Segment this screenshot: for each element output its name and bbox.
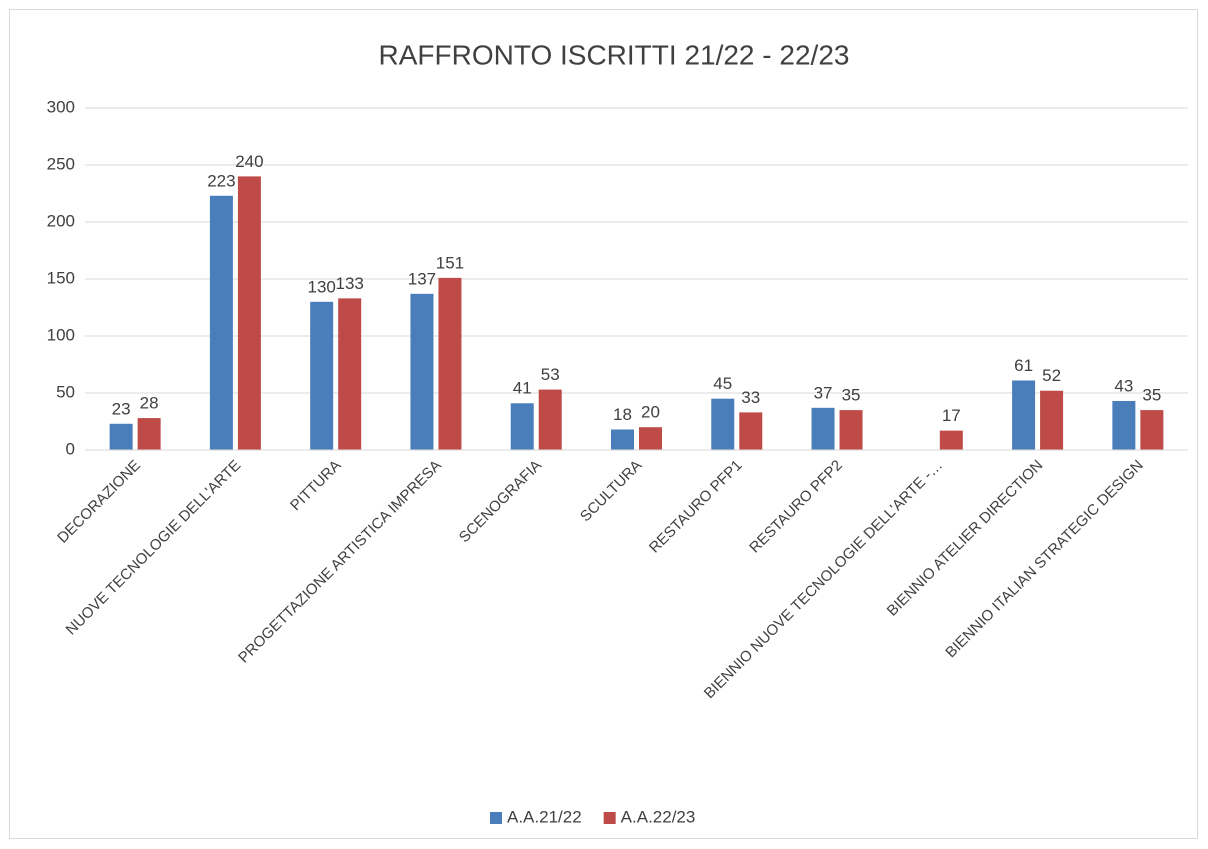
data-label: 45 (713, 374, 732, 393)
bar (939, 430, 963, 450)
data-label: 41 (513, 379, 532, 398)
data-label: 223 (207, 171, 235, 190)
y-tick-label: 300 (47, 97, 75, 116)
bar (209, 195, 233, 450)
y-tick-label: 0 (66, 439, 75, 458)
bar (1040, 390, 1064, 450)
data-label: 53 (541, 365, 560, 384)
bar (1112, 400, 1136, 450)
data-label: 52 (1042, 366, 1061, 385)
chart-title: RAFFRONTO ISCRITTI 21/22 - 22/23 (379, 39, 850, 70)
y-tick-label: 150 (47, 268, 75, 287)
bar (237, 176, 261, 450)
data-label: 35 (842, 386, 861, 405)
y-tick-label: 50 (56, 382, 75, 401)
bar (109, 423, 133, 450)
y-tick-label: 100 (47, 325, 75, 344)
data-label: 240 (235, 152, 263, 171)
data-label: 137 (408, 269, 436, 288)
bar (338, 298, 362, 450)
data-label: 151 (436, 253, 464, 272)
data-label: 23 (112, 399, 131, 418)
data-label: 33 (741, 388, 760, 407)
bar (510, 403, 534, 450)
data-label: 130 (307, 277, 335, 296)
data-label: 37 (814, 383, 833, 402)
legend-label: A.A.21/22 (507, 807, 582, 826)
data-label: 133 (335, 274, 363, 293)
bar (611, 429, 634, 450)
bar (410, 293, 434, 450)
bar (839, 410, 863, 450)
legend-swatch (603, 812, 616, 824)
bar (538, 389, 562, 450)
bar (137, 418, 161, 450)
bar (1140, 410, 1164, 450)
data-label: 61 (1014, 356, 1033, 375)
bar (1012, 380, 1036, 450)
data-label: 18 (613, 405, 632, 424)
bar (639, 427, 662, 450)
data-label: 28 (140, 394, 159, 413)
bar (811, 407, 835, 450)
legend-label: A.A.22/23 (621, 807, 696, 826)
bar (310, 301, 334, 450)
chart-border (9, 9, 1198, 839)
bar (739, 412, 763, 450)
data-label: 35 (1142, 386, 1161, 405)
data-label: 20 (641, 403, 660, 422)
bar (711, 398, 735, 450)
y-tick-label: 200 (47, 211, 75, 230)
data-label: 43 (1114, 376, 1133, 395)
data-label: 17 (942, 406, 961, 425)
bar (438, 277, 462, 450)
y-tick-label: 250 (47, 154, 75, 173)
legend-swatch (490, 812, 502, 824)
